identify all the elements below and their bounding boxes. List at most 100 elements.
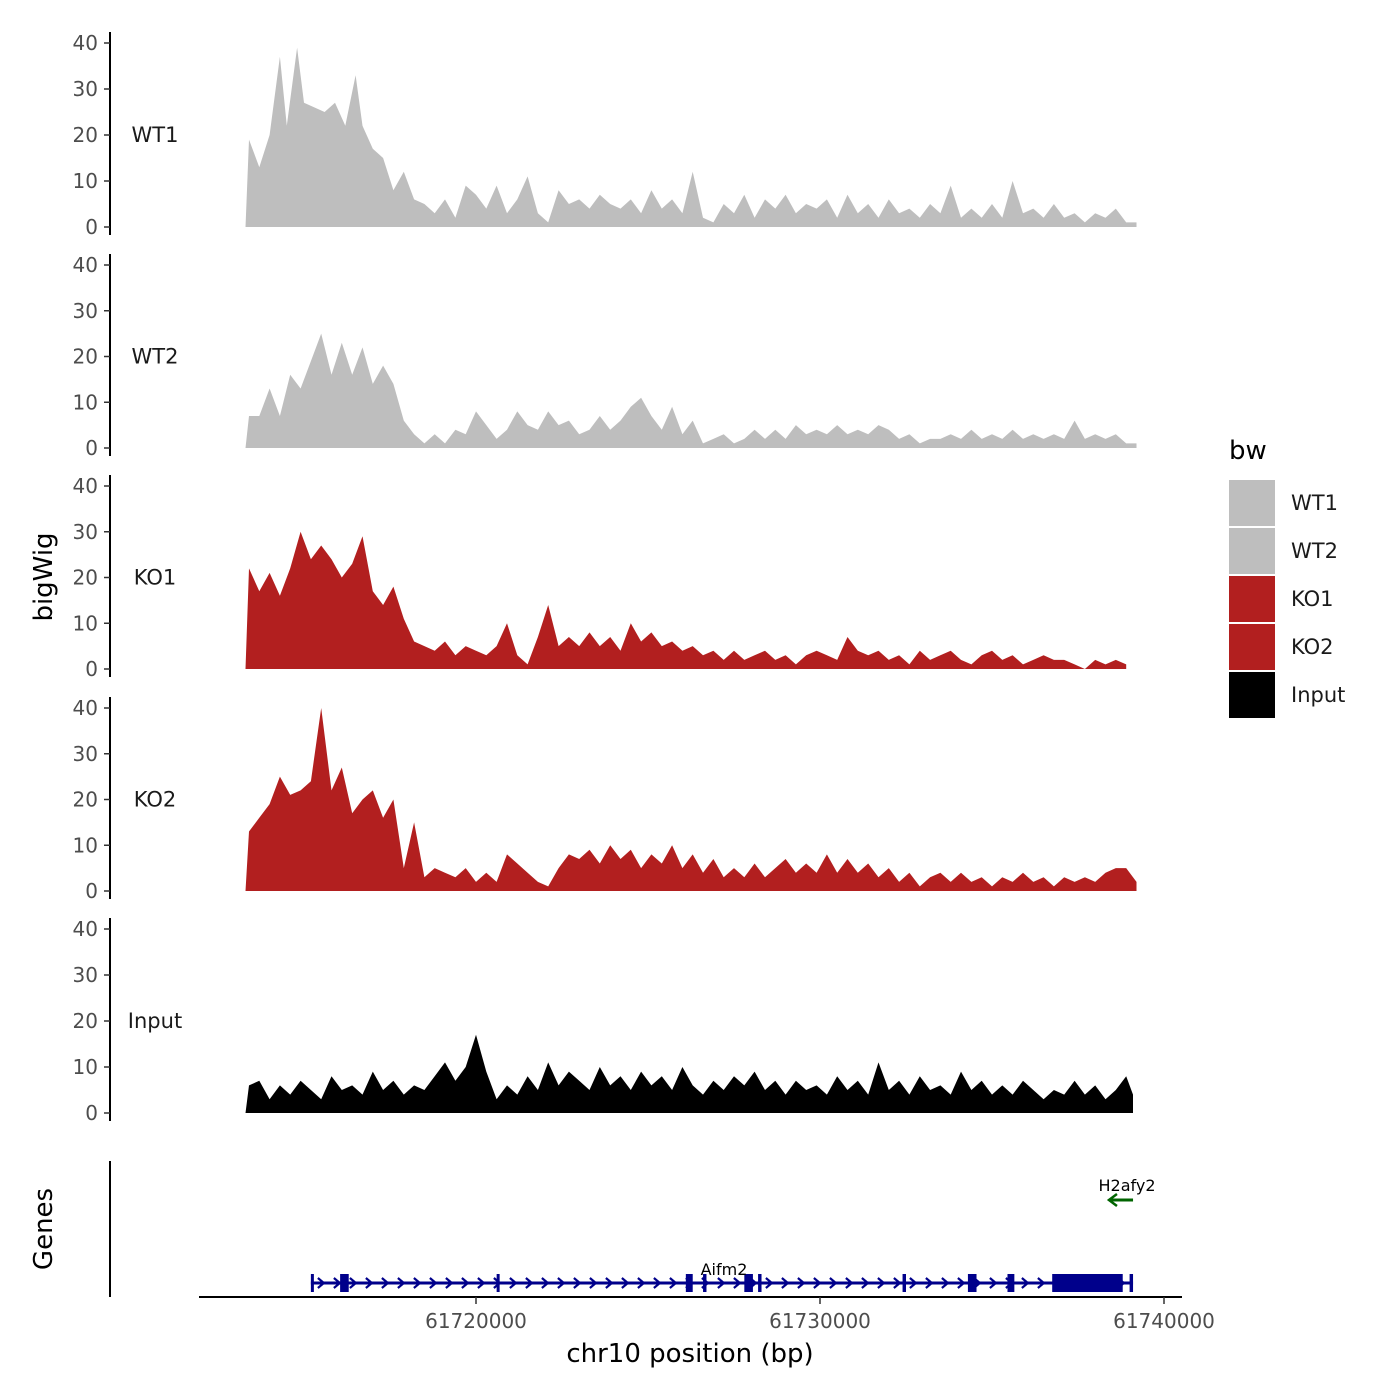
strand-arrow [605,1277,614,1289]
signal-tracks: 0 10 20 30 40 WT1 0 10 20 30 40 WT2 0 10 20 30 40 KO1 0 10 2… [73,31,1137,1125]
strand-arrow [525,1277,534,1289]
strand-arrow [477,1277,486,1289]
strand-arrow [637,1277,646,1289]
track-label-ko1: KO1 [134,566,177,590]
strand-arrow [829,1277,838,1289]
strand-arrow [781,1277,790,1289]
strand-arrow [909,1277,918,1289]
strand-arrow [765,1277,774,1289]
exon [340,1274,349,1292]
exon [685,1274,693,1292]
area-ko1 [245,531,1127,669]
strand-arrow [1037,1277,1046,1289]
y-tick-label: 10 [73,390,98,414]
strand-arrow [445,1277,454,1289]
legend-key-ko1 [1229,576,1275,622]
x-axis-title: chr10 position (bp) [566,1339,813,1369]
strand-arrow [429,1277,438,1289]
strand-arrow [813,1277,822,1289]
strand-arrow [621,1277,630,1289]
strand-arrow [893,1277,902,1289]
track-ko1: 0 10 20 30 40 KO1 [73,474,1127,681]
gene-label: H2afy2 [1098,1176,1155,1195]
strand-arrow [461,1277,470,1289]
y-tick-label: 10 [73,1055,98,1079]
y-tick-label: 30 [73,520,98,544]
strand-arrow [653,1277,662,1289]
x-tick-label: 61740000 [1113,1309,1215,1333]
y-tick-label: 30 [73,299,98,323]
strand-arrow [493,1277,502,1289]
y-tick-label: 0 [85,657,98,681]
legend-key-wt1 [1229,480,1275,526]
strand-arrow [1106,1193,1118,1207]
exon [1007,1274,1015,1292]
track-label-ko2: KO2 [134,788,177,812]
exon [744,1274,753,1292]
y-tick-label: 30 [73,963,98,987]
exon [902,1274,906,1292]
legend-label-ko1: KO1 [1291,587,1334,611]
track-wt2: 0 10 20 30 40 WT2 [73,253,1137,460]
legend-key-input [1229,672,1275,718]
legend-label-input: Input [1291,683,1345,707]
strand-arrow [861,1277,870,1289]
legend: bw WT1 WT2 KO1 KO2 Input [1229,436,1345,718]
y-tick-label: 0 [85,215,98,239]
y-tick-label: 0 [85,436,98,460]
strand-arrow [941,1277,950,1289]
strand-arrow [573,1277,582,1289]
y-tick-label: 0 [85,879,98,903]
strand-arrow [989,1277,998,1289]
x-tick-label: 61720000 [425,1309,527,1333]
y-tick-label: 20 [73,345,98,369]
strand-arrow [717,1277,726,1289]
strand-arrow [557,1277,566,1289]
strand-arrow [317,1277,326,1289]
strand-arrow [589,1277,598,1289]
y-tick-label: 0 [85,1101,98,1125]
y-tick-label: 30 [73,77,98,101]
y-tick-label: 20 [73,566,98,590]
strand-arrow [925,1277,934,1289]
gene-aifm2: Aifm2 [310,1260,1134,1292]
strand-arrow [733,1277,742,1289]
y-tick-label: 20 [73,788,98,812]
y-axis-title-genes: Genes [29,1188,59,1270]
strand-arrow [509,1277,518,1289]
strand-arrow [413,1277,422,1289]
strand-arrow [957,1277,966,1289]
exon [758,1274,762,1292]
area-wt1 [245,47,1137,227]
strand-arrow [877,1277,886,1289]
exon [1129,1274,1134,1292]
strand-arrow [541,1277,550,1289]
y-tick-label: 40 [73,474,98,498]
exon [1052,1274,1123,1292]
y-tick-label: 20 [73,123,98,147]
strand-arrow [1021,1277,1030,1289]
gene-h2afy2: H2afy2 [1098,1176,1156,1207]
gene-track: Aifm2 H2afy2 [109,1161,1156,1297]
track-wt1: 0 10 20 30 40 WT1 [73,31,1137,239]
strand-arrow [397,1277,406,1289]
legend-label-wt2: WT2 [1291,539,1338,563]
strand-arrow [365,1277,374,1289]
y-tick-label: 40 [73,917,98,941]
exon [703,1274,707,1292]
y-tick-label: 10 [73,833,98,857]
track-label-input: Input [128,1009,182,1033]
strand-arrow [333,1277,342,1289]
x-axis: 61720000 61730000 61740000 [199,1296,1215,1333]
strand-arrow [381,1277,390,1289]
area-input [245,1034,1133,1113]
area-wt2 [245,333,1137,448]
track-input: 0 10 20 30 40 Input [73,917,1133,1125]
area-ko2 [245,708,1137,891]
track-label-wt1: WT1 [132,123,179,147]
y-axis-title-bigwig: bigWig [29,532,59,621]
strand-arrow [669,1277,678,1289]
legend-key-ko2 [1229,624,1275,670]
exon [310,1274,314,1292]
